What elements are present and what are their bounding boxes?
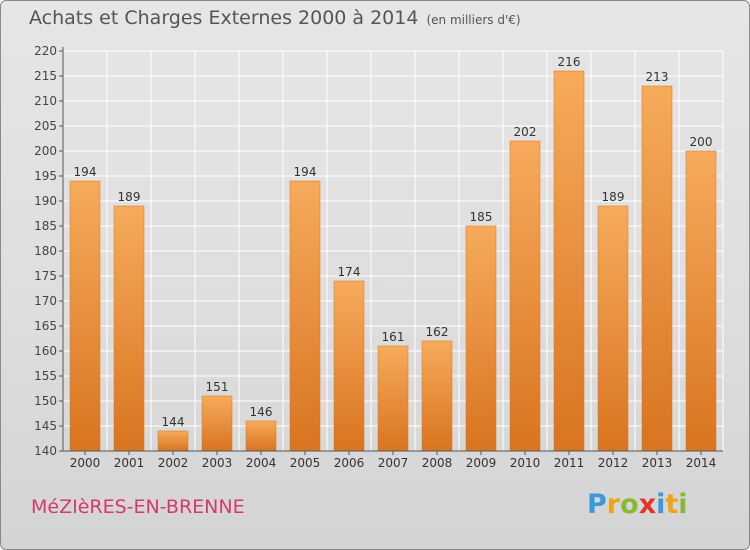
y-tick-label: 170 [34, 294, 57, 308]
data-label: 216 [558, 55, 581, 69]
data-label: 185 [470, 210, 493, 224]
data-label: 161 [382, 330, 405, 344]
x-tick-label: 2003 [202, 456, 233, 470]
data-label: 146 [250, 405, 273, 419]
bar-2009 [465, 225, 497, 452]
bar-2010 [509, 140, 541, 452]
title-unit: (en milliers d'€) [426, 13, 521, 27]
y-tick-label: 200 [34, 144, 57, 158]
x-tick-label: 2000 [70, 456, 101, 470]
logo-letter: P [587, 489, 607, 520]
axes: 1401451501551601651701751801851901952002… [34, 44, 723, 470]
x-tick-label: 2007 [378, 456, 409, 470]
data-labels: 194 189 144 151 146 194 174 161 162 185 202 216 189 2… [74, 55, 713, 429]
data-label: 162 [426, 325, 449, 339]
data-label: 189 [118, 190, 141, 204]
proxiti-logo: Proxiti [587, 489, 688, 520]
x-tick-label: 2005 [290, 456, 321, 470]
data-label: 213 [646, 70, 669, 84]
bar-2006 [333, 280, 365, 452]
data-label: 189 [602, 190, 625, 204]
y-tick-label: 145 [34, 419, 57, 433]
y-tick-label: 165 [34, 319, 57, 333]
x-tick-label: 2004 [246, 456, 277, 470]
logo-letter: i [656, 489, 666, 520]
bar-2008 [421, 340, 453, 452]
logo-letter: x [638, 489, 657, 520]
x-tick-label: 2012 [598, 456, 629, 470]
bar-2014 [685, 150, 717, 452]
bar-2002 [157, 430, 189, 452]
logo-letter: o [620, 489, 639, 520]
data-label: 151 [206, 380, 229, 394]
x-tick-label: 2013 [642, 456, 673, 470]
y-tick-label: 150 [34, 394, 57, 408]
data-label: 174 [338, 265, 361, 279]
bar-2004 [245, 420, 277, 452]
data-label: 202 [514, 125, 537, 139]
bar-2001 [113, 205, 145, 452]
y-tick-label: 215 [34, 69, 57, 83]
x-tick-label: 2002 [158, 456, 189, 470]
data-label: 144 [162, 415, 185, 429]
x-tick-label: 2014 [686, 456, 717, 470]
y-tick-label: 160 [34, 344, 57, 358]
bar-2012 [597, 205, 629, 452]
bar-2013 [641, 85, 673, 452]
bar-2005 [289, 180, 321, 452]
y-tick-label: 155 [34, 369, 57, 383]
bar-2000 [69, 180, 101, 452]
data-label: 194 [74, 165, 97, 179]
logo-letter: r [606, 489, 621, 520]
y-tick-label: 220 [34, 44, 57, 58]
x-tick-label: 2010 [510, 456, 541, 470]
chart-title: Achats et Charges Externes 2000 à 2014 (e… [29, 7, 521, 29]
data-label: 200 [690, 135, 713, 149]
y-tick-label: 195 [34, 169, 57, 183]
y-tick-label: 180 [34, 244, 57, 258]
bar-2011 [553, 70, 585, 452]
y-tick-label: 205 [34, 119, 57, 133]
data-label: 194 [294, 165, 317, 179]
bar-2007 [377, 345, 409, 452]
x-tick-label: 2009 [466, 456, 497, 470]
town-name: MéZIèRES-EN-BRENNE [31, 496, 245, 518]
x-tick-label: 2001 [114, 456, 145, 470]
title-text: Achats et Charges Externes 2000 à 2014 [29, 7, 419, 29]
bars [69, 70, 717, 452]
y-tick-label: 190 [34, 194, 57, 208]
y-tick-label: 140 [34, 444, 57, 458]
x-tick-label: 2008 [422, 456, 453, 470]
y-tick-label: 175 [34, 269, 57, 283]
logo-letter: t [665, 489, 679, 520]
x-tick-label: 2011 [554, 456, 585, 470]
logo-letter: i [678, 489, 688, 520]
x-tick-label: 2006 [334, 456, 365, 470]
y-tick-label: 185 [34, 219, 57, 233]
y-tick-label: 210 [34, 94, 57, 108]
bar-2003 [201, 395, 233, 452]
